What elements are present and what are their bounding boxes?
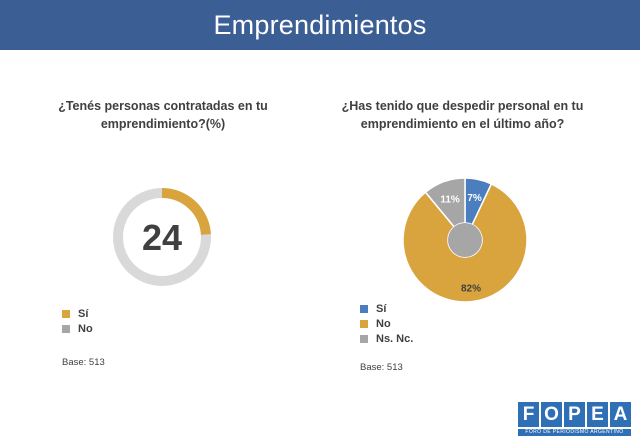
legend-label: No xyxy=(376,317,391,330)
legend-item-ns-nc: Ns. Nc. xyxy=(360,331,413,346)
legend-swatch xyxy=(62,324,70,333)
right-base-note: Base: 513 xyxy=(360,362,403,373)
right-legend: Sí No Ns. Nc. xyxy=(360,301,413,346)
right-question: ¿Has tenido que despedir personal en tu … xyxy=(341,99,584,131)
logo-letter: A xyxy=(610,402,631,427)
data-label-si: 7% xyxy=(467,193,482,204)
legend-item-si: Sí xyxy=(62,306,93,321)
contracted-ring-chart: 24 xyxy=(113,188,211,286)
legend-item-si: Sí xyxy=(360,301,413,316)
ring-center-label: 24 xyxy=(142,217,182,258)
donut-center xyxy=(448,223,482,257)
data-label-ns-nc: 11% xyxy=(440,195,460,206)
ring-value-arc xyxy=(113,188,211,286)
logo-letter: F xyxy=(518,402,539,427)
header-bar: Emprendimientos xyxy=(0,0,640,50)
legend-swatch xyxy=(62,309,70,318)
logo-subtitle: FORO DE PERIODISMO ARGENTINO xyxy=(518,429,631,436)
logo-letter: O xyxy=(541,402,562,427)
legend-label: Ns. Nc. xyxy=(376,332,414,345)
legend-label: Sí xyxy=(78,307,89,320)
logo-letter: P xyxy=(564,402,585,427)
logo-letter: E xyxy=(587,402,608,427)
dismissals-donut-chart: 7% 82% 11% xyxy=(402,177,528,303)
data-label-no: 82% xyxy=(461,284,481,295)
fopea-logo: F O P E A FORO DE PERIODISMO ARGENTINO xyxy=(518,402,636,438)
legend-swatch xyxy=(360,334,368,343)
legend-swatch xyxy=(360,304,368,313)
legend-item-no: No xyxy=(62,321,93,336)
legend-label: No xyxy=(78,322,93,335)
left-legend: Sí No xyxy=(62,306,93,336)
left-question: ¿Tenés personas contratadas en tu empren… xyxy=(58,99,268,131)
page-title: Emprendimientos xyxy=(213,9,427,40)
legend-swatch xyxy=(360,319,368,328)
legend-item-no: No xyxy=(360,316,413,331)
legend-label: Sí xyxy=(376,302,387,315)
left-base-note: Base: 513 xyxy=(62,357,105,368)
